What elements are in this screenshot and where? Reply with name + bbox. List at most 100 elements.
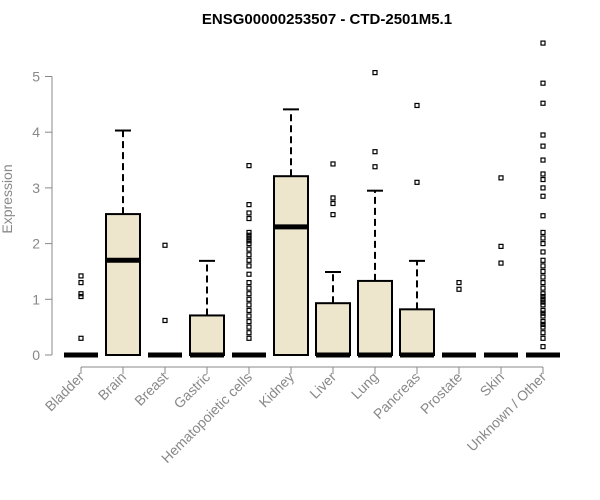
y-tick-label: 5 [32, 69, 40, 85]
outlier-point [456, 286, 462, 292]
box-group [273, 108, 309, 356]
outlier-point [540, 268, 546, 275]
outlier-point [540, 213, 546, 219]
outlier-point [540, 263, 546, 269]
y-tick-label: 0 [32, 347, 40, 363]
outlier-point [540, 249, 546, 255]
outlier-point [330, 195, 336, 201]
box-body [273, 175, 309, 356]
outlier-point [540, 318, 546, 325]
boxes [64, 40, 560, 358]
outlier-point [540, 321, 546, 327]
box-group [442, 279, 476, 358]
outlier-point [246, 229, 252, 236]
outlier-point [540, 279, 546, 286]
outlier-point [246, 263, 252, 269]
outlier-point [330, 212, 336, 218]
outlier-point [246, 252, 252, 258]
outlier-point [540, 171, 546, 177]
outlier-point [162, 242, 168, 248]
box-group [399, 102, 435, 358]
outlier-point [162, 317, 168, 324]
y-axis: 0 1 2 3 4 5 [32, 69, 53, 363]
box-group [484, 175, 518, 358]
x-tick-label: Prostate [417, 369, 465, 417]
box-group [232, 163, 266, 358]
outlier-point [540, 132, 546, 138]
box-body [357, 279, 393, 357]
outlier-point [540, 176, 546, 183]
outlier-point [246, 232, 252, 238]
outlier-point [246, 335, 252, 341]
outlier-point [540, 307, 546, 314]
outlier-point [540, 257, 546, 263]
outlier-point [498, 260, 504, 266]
outlier-point [246, 330, 252, 336]
x-tick-label: Bladder [42, 369, 88, 415]
outlier-point [540, 293, 546, 300]
box-body [315, 302, 351, 357]
box-body [189, 314, 225, 357]
y-tick-label: 3 [32, 180, 40, 196]
box-group [105, 129, 141, 356]
box-group [148, 242, 182, 358]
outlier-point [414, 102, 420, 109]
outlier-point [540, 299, 546, 305]
outlier-point [540, 344, 546, 350]
outlier-point [540, 274, 546, 280]
outlier-point [246, 285, 252, 291]
outlier-point [246, 257, 252, 263]
outlier-point [246, 215, 252, 222]
outlier-point [372, 149, 378, 155]
outlier-point [540, 229, 546, 236]
outlier-point [330, 200, 336, 207]
outlier-point [246, 238, 252, 244]
y-axis-label: Expression [0, 164, 15, 233]
outlier-point [540, 100, 546, 106]
outlier-point [540, 330, 546, 336]
outlier-point [372, 164, 378, 170]
x-tick-label: Kidney [256, 369, 298, 411]
y-tick-label: 4 [32, 124, 40, 140]
outlier-point [540, 313, 546, 319]
outlier-point [540, 310, 546, 316]
outlier-point [540, 193, 546, 199]
outlier-point [540, 157, 546, 163]
outlier-point [498, 175, 504, 181]
outlier-point [540, 302, 546, 308]
outlier-point [246, 202, 252, 208]
box-group [64, 273, 98, 358]
x-tick-label: Lung [348, 369, 381, 402]
outlier-point [540, 335, 546, 341]
outlier-point [246, 324, 252, 330]
outlier-point [246, 163, 252, 169]
box-body [105, 213, 141, 356]
outlier-point [246, 246, 252, 252]
outlier-point [246, 296, 252, 302]
outlier-point [78, 273, 84, 279]
box-body [399, 308, 435, 356]
outlier-point [540, 296, 546, 302]
x-tick-label: Breast [131, 369, 171, 409]
outlier-point [246, 302, 252, 308]
x-tick-label: Skin [477, 369, 508, 400]
outlier-point [246, 241, 252, 247]
outlier-point [78, 279, 84, 286]
outlier-point [372, 70, 378, 76]
outlier-point [540, 285, 546, 291]
x-tick-label: Unknown / Other [464, 369, 550, 455]
outlier-point [540, 241, 546, 247]
outlier-point [540, 80, 546, 86]
y-tick-label: 2 [32, 236, 40, 252]
outlier-point [540, 291, 546, 297]
box-group [526, 40, 560, 358]
y-tick-label: 1 [32, 291, 40, 307]
outlier-point [456, 279, 462, 286]
x-tick-label: Pancreas [370, 369, 423, 422]
outlier-point [246, 235, 252, 241]
box-group [189, 259, 225, 358]
box-group [315, 161, 351, 358]
